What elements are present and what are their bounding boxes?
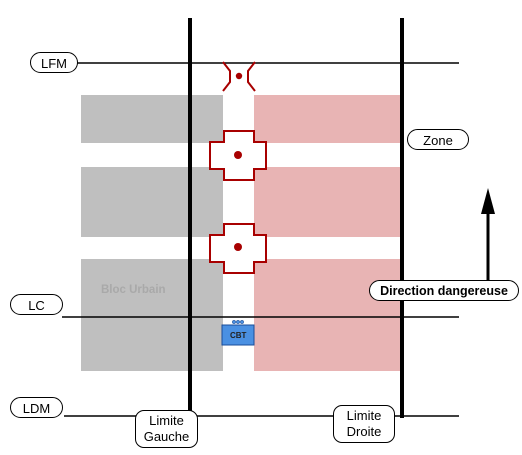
lc-label: LC xyxy=(10,294,63,315)
gray-block-1 xyxy=(81,95,223,143)
gray-block-3 xyxy=(81,259,223,371)
lfm-label: LFM xyxy=(30,52,78,73)
pink-block-3 xyxy=(254,259,401,371)
pink-block-2 xyxy=(254,167,401,237)
zone-label: Zone xyxy=(407,129,469,150)
direction-dangereuse-label: Direction dangereuse xyxy=(369,280,519,301)
limite-droite-label: Limite Droite xyxy=(333,405,395,443)
cbt-label: CBT xyxy=(230,331,247,340)
limite-droite-line1: Limite xyxy=(346,408,382,423)
arrow-up-icon xyxy=(481,188,495,280)
bloc-urbain-label: Bloc Urbain xyxy=(101,284,166,296)
cbt-unit-icon xyxy=(221,320,255,346)
limite-gauche-line1: Limite xyxy=(149,413,184,428)
limite-gauche-label: Limite Gauche xyxy=(135,410,198,448)
cross-marker-icon xyxy=(209,223,267,274)
ldm-label: LDM xyxy=(10,397,63,418)
limite-gauche-line2: Gauche xyxy=(143,429,190,444)
pink-block-1 xyxy=(254,95,401,143)
gray-block-2 xyxy=(81,167,223,237)
limite-droite-line2: Droite xyxy=(346,424,382,439)
crossing-marker-icon xyxy=(222,61,256,92)
cross-marker-icon xyxy=(209,130,267,181)
